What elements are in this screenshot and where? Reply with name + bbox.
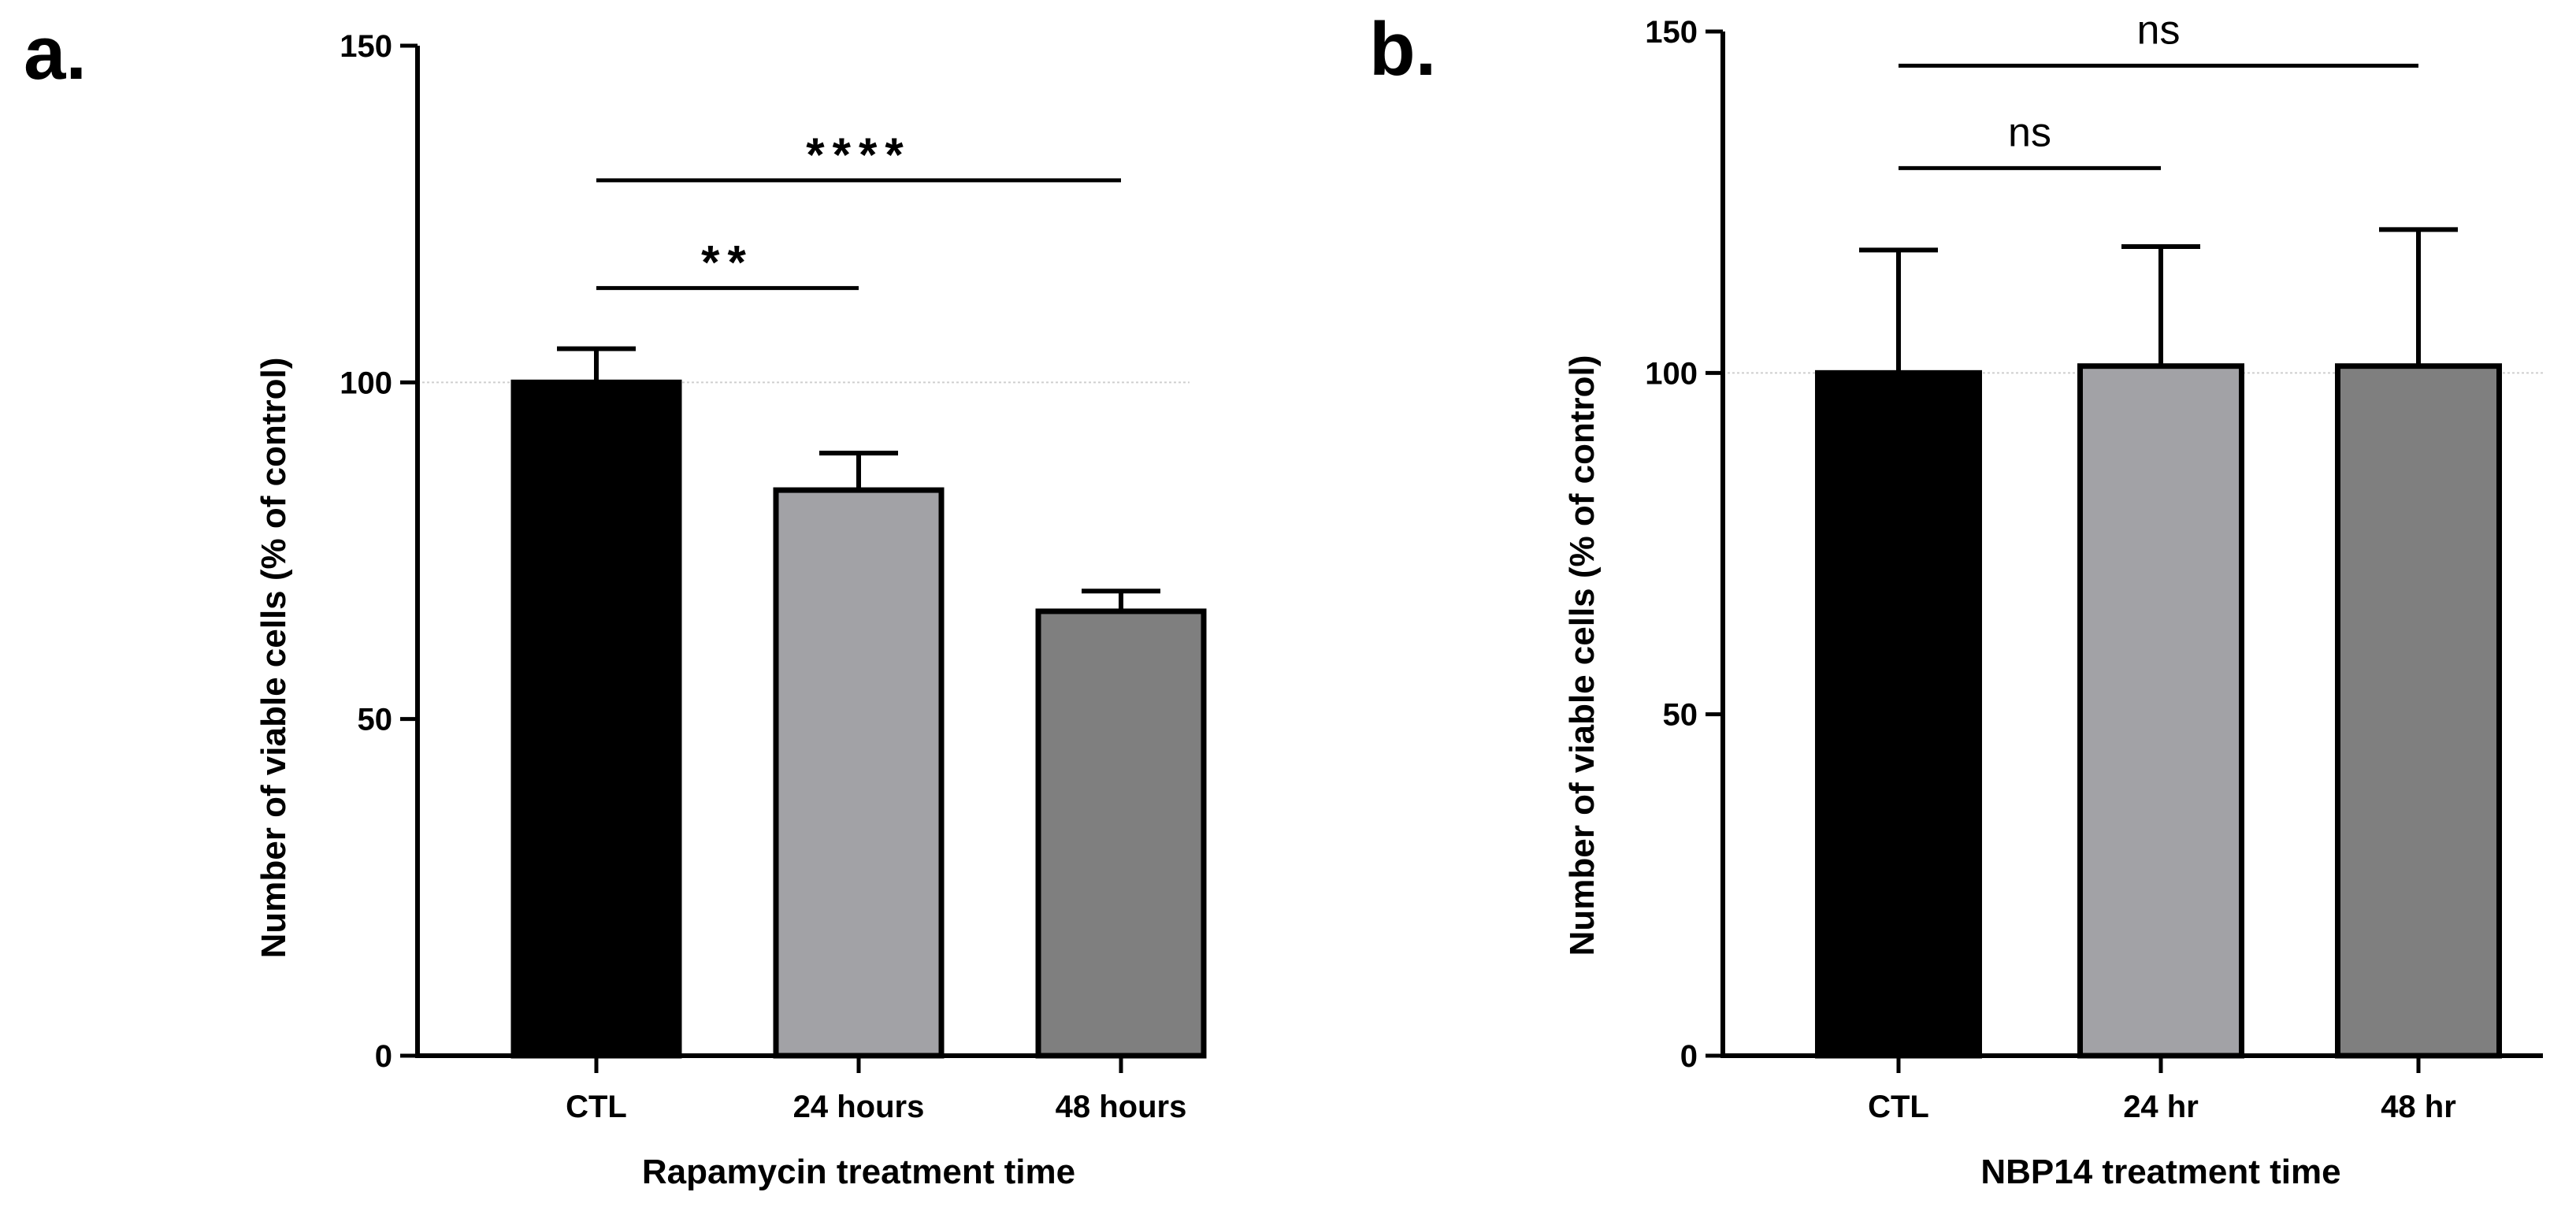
- panel-a-letter: a.: [24, 11, 87, 95]
- panel-b-y-tick-label-50: 50: [1663, 698, 1698, 733]
- panel-b-bar-2: [2077, 363, 2244, 1059]
- panel-b-y-tick-label-150: 150: [1645, 15, 1698, 50]
- panel-b-category-label-1: CTL: [1868, 1090, 1929, 1124]
- panel-a-category-label-3: 48 hours: [1056, 1090, 1187, 1124]
- panel-a-category-label-1: CTL: [566, 1090, 627, 1124]
- panel-a-y-tick-label-50: 50: [358, 703, 393, 737]
- panel-b-y-axis-title: Number of viable cells (% of control): [1563, 355, 1602, 956]
- panel-a-bar-1: [510, 379, 682, 1059]
- panel-b-category-label-2: 24 hr: [2123, 1090, 2199, 1124]
- panel-b-category-label-3: 48 hr: [2381, 1090, 2456, 1124]
- panel-a-y-tick-label-150: 150: [340, 29, 392, 64]
- panel-b-y-tick-label-0: 0: [1680, 1039, 1698, 1074]
- panel-a-significance-label-2: ****: [806, 128, 911, 181]
- panel-a-bar-3: [1035, 608, 1207, 1059]
- panel-b-letter: b.: [1369, 7, 1436, 91]
- panel-b-significance-label-1: ns: [2008, 110, 2051, 155]
- panel-a-x-axis-title: Rapamycin treatment time: [642, 1153, 1075, 1191]
- panel-b-bar-3: [2335, 363, 2502, 1059]
- panel-b-chart: b. Number of viable cells (% of control)…: [1369, 7, 2543, 1191]
- panel-a-chart: a. Number of viable cells (% of control)…: [24, 11, 1207, 1191]
- panel-a-y-tick-label-0: 0: [375, 1039, 392, 1074]
- panel-a-y-tick-label-100: 100: [340, 366, 392, 400]
- panel-b-bar-1: [1815, 369, 1982, 1059]
- panel-a-significance-label-1: **: [701, 236, 754, 289]
- panel-a-bar-2: [773, 487, 945, 1059]
- panel-a-y-axis-title: Number of viable cells (% of control): [254, 358, 293, 959]
- panel-b-x-axis-title: NBP14 treatment time: [1980, 1153, 2340, 1191]
- panel-a-category-label-2: 24 hours: [793, 1090, 925, 1124]
- panel-b-significance-label-2: ns: [2137, 7, 2181, 53]
- panel-b-y-tick-label-100: 100: [1645, 356, 1698, 391]
